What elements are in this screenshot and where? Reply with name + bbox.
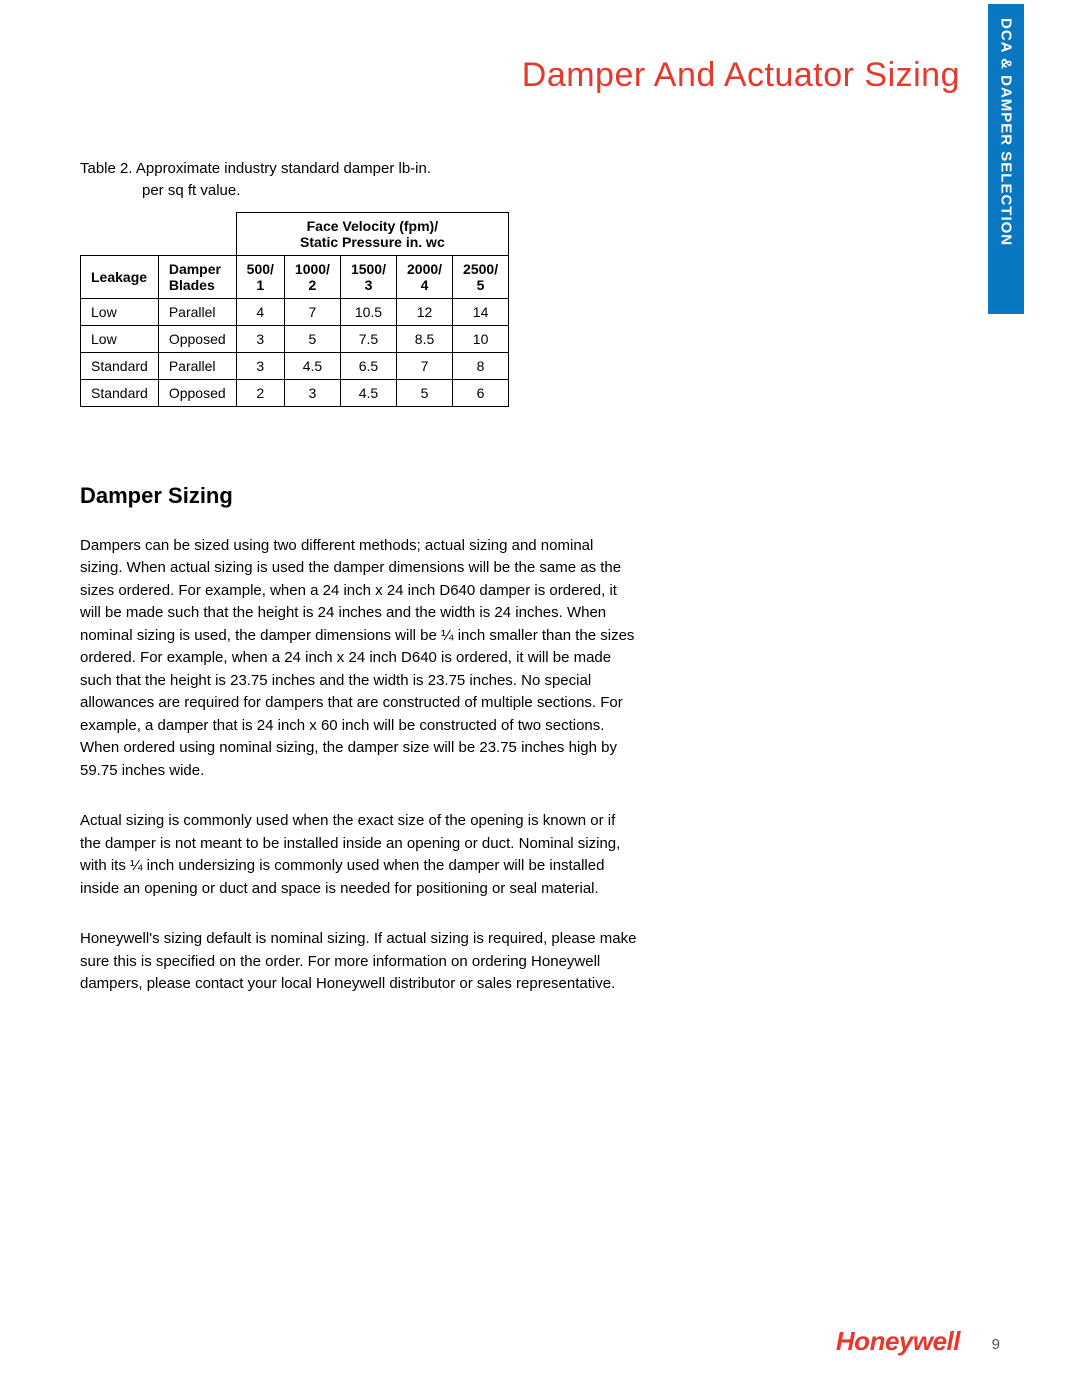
ch: 5 bbox=[477, 277, 485, 293]
col-header-l1: Damper bbox=[169, 261, 221, 277]
group-header: Face Velocity (fpm)/ Static Pressure in.… bbox=[236, 212, 508, 255]
cell: 3 bbox=[284, 379, 340, 406]
table-row: Low Opposed 3 5 7.5 8.5 10 bbox=[81, 325, 509, 352]
cell: 3 bbox=[236, 325, 284, 352]
body-paragraph: Honeywell's sizing default is nominal si… bbox=[80, 928, 640, 996]
main-content: Table 2. Approximate industry standard d… bbox=[80, 158, 640, 1024]
table-row: Standard Opposed 2 3 4.5 5 6 bbox=[81, 379, 509, 406]
cell: 8.5 bbox=[397, 325, 453, 352]
table-row: Low Parallel 4 7 10.5 12 14 bbox=[81, 298, 509, 325]
body-paragraph: Actual sizing is commonly used when the … bbox=[80, 810, 640, 900]
col-header: Damper Blades bbox=[158, 255, 236, 298]
cell: Opposed bbox=[158, 379, 236, 406]
damper-table: Face Velocity (fpm)/ Static Pressure in.… bbox=[80, 212, 509, 407]
col-header: 500/1 bbox=[236, 255, 284, 298]
cell: Standard bbox=[81, 352, 159, 379]
ch: 3 bbox=[365, 277, 373, 293]
ch: 1500/ bbox=[351, 261, 386, 277]
ch: 500/ bbox=[247, 261, 274, 277]
blank-cell bbox=[81, 212, 237, 255]
ch: 4 bbox=[421, 277, 429, 293]
col-header: Leakage bbox=[81, 255, 159, 298]
cell: 5 bbox=[284, 325, 340, 352]
cell: Parallel bbox=[158, 352, 236, 379]
table-header-row-group: Face Velocity (fpm)/ Static Pressure in.… bbox=[81, 212, 509, 255]
col-header: 1500/3 bbox=[340, 255, 396, 298]
cell: 3 bbox=[236, 352, 284, 379]
col-header: 2500/5 bbox=[453, 255, 509, 298]
section-side-tab: DCA & DAMPER SELECTION bbox=[988, 4, 1024, 314]
cell: Parallel bbox=[158, 298, 236, 325]
cell: 8 bbox=[453, 352, 509, 379]
cell: 7.5 bbox=[340, 325, 396, 352]
group-header-l1: Face Velocity (fpm)/ bbox=[307, 218, 438, 234]
table-caption-line1: Table 2. Approximate industry standard d… bbox=[80, 160, 431, 177]
cell: 6.5 bbox=[340, 352, 396, 379]
cell: Standard bbox=[81, 379, 159, 406]
table-caption: Table 2. Approximate industry standard d… bbox=[80, 158, 640, 202]
ch: 2 bbox=[309, 277, 317, 293]
cell: 2 bbox=[236, 379, 284, 406]
cell: 10 bbox=[453, 325, 509, 352]
cell: 7 bbox=[397, 352, 453, 379]
table-caption-line2: per sq ft value. bbox=[80, 180, 640, 202]
cell: 7 bbox=[284, 298, 340, 325]
cell: 4.5 bbox=[340, 379, 396, 406]
cell: 5 bbox=[397, 379, 453, 406]
col-header: 2000/4 bbox=[397, 255, 453, 298]
cell: 10.5 bbox=[340, 298, 396, 325]
col-header-l2: Blades bbox=[169, 277, 215, 293]
cell: 4 bbox=[236, 298, 284, 325]
ch: 1000/ bbox=[295, 261, 330, 277]
cell: 6 bbox=[453, 379, 509, 406]
table-row: Standard Parallel 3 4.5 6.5 7 8 bbox=[81, 352, 509, 379]
table-header-row: Leakage Damper Blades 500/1 1000/2 1500/… bbox=[81, 255, 509, 298]
section-heading: Damper Sizing bbox=[80, 483, 640, 509]
ch: 2000/ bbox=[407, 261, 442, 277]
cell: Opposed bbox=[158, 325, 236, 352]
ch: 2500/ bbox=[463, 261, 498, 277]
cell: Low bbox=[81, 325, 159, 352]
cell: 4.5 bbox=[284, 352, 340, 379]
brand-logo: Honeywell bbox=[836, 1326, 960, 1357]
page-title: Damper And Actuator Sizing bbox=[522, 56, 960, 95]
body-paragraph: Dampers can be sized using two different… bbox=[80, 535, 640, 783]
group-header-l2: Static Pressure in. wc bbox=[300, 234, 445, 250]
ch: 1 bbox=[256, 277, 264, 293]
cell: 14 bbox=[453, 298, 509, 325]
page-number: 9 bbox=[992, 1336, 1000, 1353]
cell: Low bbox=[81, 298, 159, 325]
col-header: 1000/2 bbox=[284, 255, 340, 298]
cell: 12 bbox=[397, 298, 453, 325]
